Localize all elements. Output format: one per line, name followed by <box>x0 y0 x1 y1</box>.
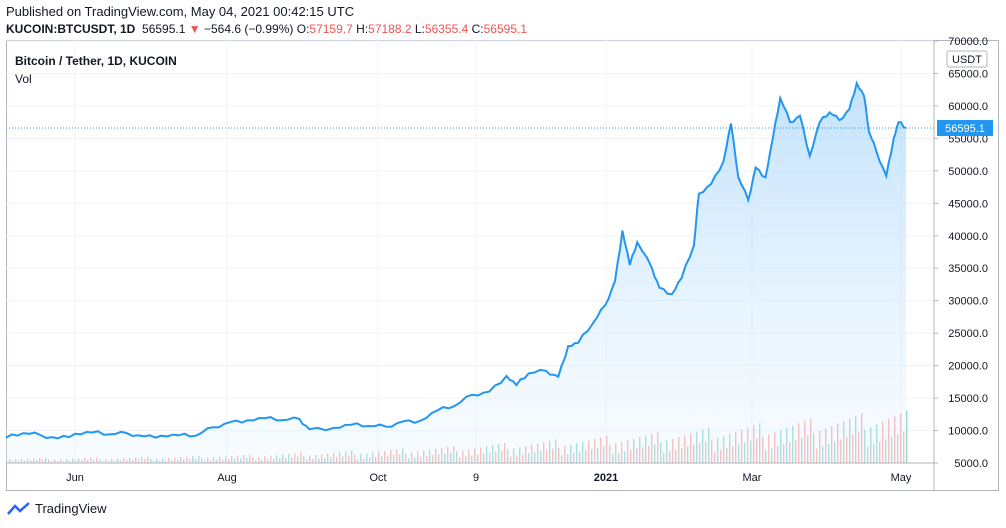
quote-line: KUCOIN:BTCUSDT, 1D 56595.1 ▼ −564.6 (−0.… <box>6 22 527 36</box>
y-tick-label: 55000.0 <box>948 133 988 145</box>
x-tick-label: 2021 <box>594 472 618 484</box>
price-change: −564.6 (−0.99%) <box>203 22 294 36</box>
high-value: 57188.2 <box>368 22 412 36</box>
x-tick-label: Oct <box>369 472 386 484</box>
published-caption: Published on TradingView.com, May 04, 20… <box>6 4 355 19</box>
y-tick-label: 15000.0 <box>948 393 988 405</box>
y-tick-label: 70000.0 <box>948 36 988 48</box>
symbol: KUCOIN:BTCUSDT, 1D <box>6 22 136 36</box>
volume-bar <box>906 410 908 463</box>
open-label: O: <box>296 22 310 36</box>
low-label: L: <box>414 22 425 36</box>
y-tick-label: 35000.0 <box>948 263 988 275</box>
y-unit-label: USDT <box>952 54 982 66</box>
y-tick-label: 45000.0 <box>948 198 988 210</box>
series-name: Bitcoin / Tether, 1D, KUCOIN <box>15 54 177 68</box>
tradingview-logo-icon <box>7 501 30 515</box>
last-price-tag-label: 56595.1 <box>945 123 985 135</box>
down-arrow-icon: ▼ <box>188 22 201 36</box>
y-tick-label: 60000.0 <box>948 101 988 113</box>
last-price: 56595.1 <box>142 22 186 36</box>
tradingview-logo[interactable]: TradingView <box>7 501 107 516</box>
high-label: H: <box>356 22 369 36</box>
price-area <box>6 83 906 463</box>
open-value: 57159.7 <box>309 22 353 36</box>
chart-legend: Bitcoin / Tether, 1D, KUCOIN Vol <box>15 54 177 86</box>
vol-label: Vol <box>15 72 32 86</box>
y-tick-label: 10000.0 <box>948 426 988 438</box>
y-tick-label: 25000.0 <box>948 328 988 340</box>
x-tick-label: 9 <box>473 472 479 484</box>
y-tick-label: 30000.0 <box>948 296 988 308</box>
y-tick-label: 65000.0 <box>948 68 988 80</box>
close-label: C: <box>471 22 484 36</box>
close-value: 56595.1 <box>483 22 528 36</box>
y-tick-label: 40000.0 <box>948 231 988 243</box>
price-line <box>5 80 907 440</box>
brand-name: TradingView <box>35 501 107 516</box>
last-price-tag: 56595.1 <box>937 120 993 137</box>
low-value: 56355.4 <box>424 22 469 36</box>
x-tick-label: Aug <box>217 472 237 484</box>
y-tick-label: 50000.0 <box>948 166 988 178</box>
x-tick-label: May <box>891 472 912 484</box>
y-tick-label: 5000.0 <box>954 458 988 470</box>
y-unit-box <box>946 50 988 68</box>
x-tick-label: Jun <box>66 472 84 484</box>
y-tick-label: 20000.0 <box>948 361 988 373</box>
x-tick-label: Mar <box>743 472 762 484</box>
